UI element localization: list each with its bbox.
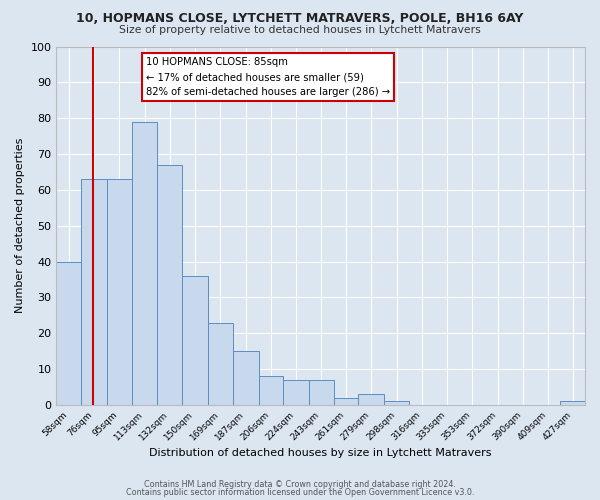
Bar [283, 380, 309, 405]
Bar [259, 376, 283, 405]
Text: Contains HM Land Registry data © Crown copyright and database right 2024.: Contains HM Land Registry data © Crown c… [144, 480, 456, 489]
Bar [334, 398, 358, 405]
Bar [309, 380, 334, 405]
Bar [384, 402, 409, 405]
Bar [81, 179, 107, 405]
Text: Contains public sector information licensed under the Open Government Licence v3: Contains public sector information licen… [126, 488, 474, 497]
Bar [157, 165, 182, 405]
Bar [358, 394, 384, 405]
Bar [208, 322, 233, 405]
Text: 10, HOPMANS CLOSE, LYTCHETT MATRAVERS, POOLE, BH16 6AY: 10, HOPMANS CLOSE, LYTCHETT MATRAVERS, P… [76, 12, 524, 26]
Y-axis label: Number of detached properties: Number of detached properties [15, 138, 25, 314]
Bar [233, 351, 259, 405]
Bar [107, 179, 131, 405]
Bar [560, 402, 585, 405]
Bar [131, 122, 157, 405]
Text: 10 HOPMANS CLOSE: 85sqm
← 17% of detached houses are smaller (59)
82% of semi-de: 10 HOPMANS CLOSE: 85sqm ← 17% of detache… [146, 58, 391, 97]
Bar [182, 276, 208, 405]
Text: Size of property relative to detached houses in Lytchett Matravers: Size of property relative to detached ho… [119, 25, 481, 35]
X-axis label: Distribution of detached houses by size in Lytchett Matravers: Distribution of detached houses by size … [149, 448, 492, 458]
Bar [56, 262, 81, 405]
